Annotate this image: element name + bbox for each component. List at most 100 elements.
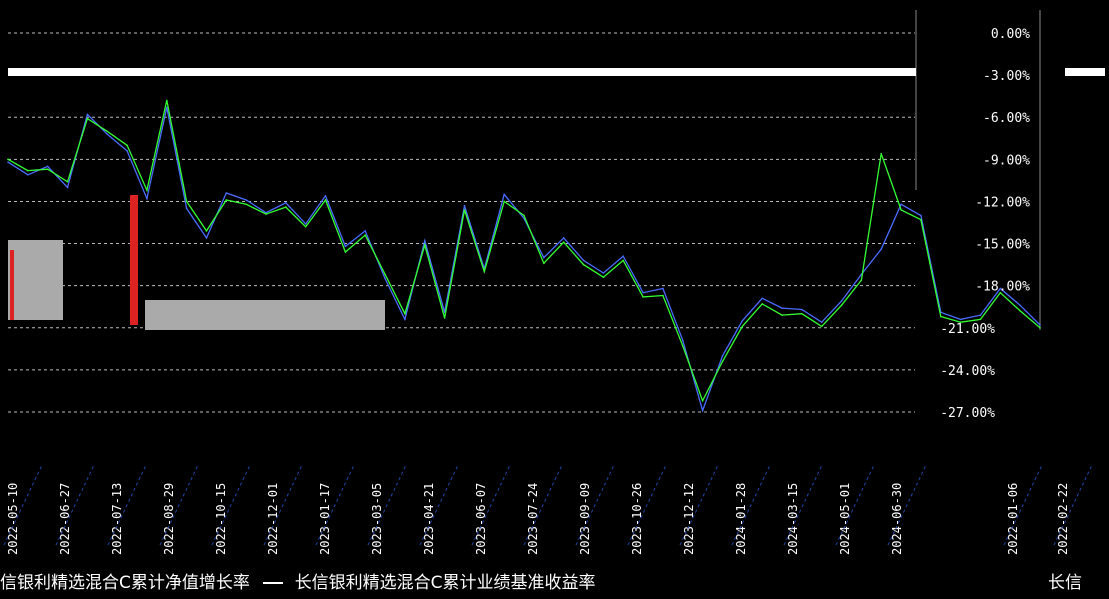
- x-tick-label: 2023-09-09: [578, 483, 592, 555]
- data-point: [443, 317, 446, 319]
- data-point: [503, 193, 505, 196]
- legend-series1-label: 信银利精选混合C累计净值增长率: [0, 573, 250, 593]
- data-point: [66, 180, 69, 183]
- legend-right-label: 长信: [1048, 573, 1082, 593]
- x-tick-label: 2022-06-27: [58, 483, 72, 555]
- x-tick-guide: [1003, 464, 1043, 546]
- data-point: [7, 158, 9, 161]
- data-point: [146, 197, 148, 200]
- legend-series2-swatch: [263, 582, 284, 584]
- data-point: [27, 169, 29, 172]
- data-point: [404, 318, 406, 321]
- x-axis-ticks: 2022-05-10 2022-06-27 2022-07-13 2022-08-29…: [3, 464, 1093, 555]
- data-point: [562, 237, 565, 239]
- x-tick-label: 2022-05-10: [6, 483, 20, 555]
- x-tick-guide: [1053, 464, 1093, 546]
- x-tick-label: 2022-08-29: [162, 483, 176, 555]
- y-tick-label: -15.00%: [975, 238, 1030, 253]
- data-point: [880, 152, 883, 155]
- data-point: [880, 248, 883, 250]
- x-tick-guide: [887, 464, 927, 546]
- data-point: [265, 211, 267, 214]
- data-point: [741, 325, 744, 328]
- data-point: [384, 277, 386, 280]
- red-band: [130, 195, 138, 325]
- data-point: [344, 251, 347, 253]
- data-point: [979, 314, 982, 316]
- x-tick-label: 2024-05-01: [838, 483, 852, 555]
- data-point: [463, 204, 466, 207]
- data-point: [781, 307, 783, 309]
- data-point: [959, 321, 962, 323]
- data-point: [820, 325, 823, 328]
- x-tick-label: 2024-01-28: [734, 483, 748, 555]
- data-point: [245, 199, 247, 201]
- data-point: [106, 133, 109, 135]
- data-point: [562, 241, 565, 243]
- x-tick-label: 2023-06-07: [474, 483, 488, 555]
- data-point: [1039, 326, 1041, 329]
- y-tick-label: -21.00%: [940, 322, 995, 337]
- data-point: [860, 279, 863, 281]
- data-point: [602, 272, 605, 274]
- data-point: [165, 106, 168, 109]
- x-tick-guide: [783, 464, 823, 546]
- x-tick-label: 2022-10-15: [214, 483, 228, 555]
- data-point: [66, 186, 69, 189]
- data-point: [701, 409, 704, 412]
- data-point: [999, 287, 1002, 290]
- x-tick-guide: [263, 464, 303, 546]
- data-point: [185, 200, 188, 203]
- y-tick-label: -12.00%: [975, 195, 1030, 210]
- y-tick-label: -3.00%: [983, 69, 1030, 84]
- x-tick-guide: [419, 464, 459, 546]
- x-tick-label: 2023-03-05: [370, 483, 384, 555]
- x-tick-guide: [367, 464, 407, 546]
- data-point: [205, 230, 208, 232]
- series-lines: [7, 99, 1041, 413]
- data-point: [304, 225, 307, 228]
- data-point: [622, 259, 625, 262]
- data-point: [265, 213, 267, 215]
- x-tick-label: 2023-04-21: [422, 483, 436, 555]
- x-tick-label: 2024-06-30: [890, 483, 904, 555]
- data-point: [721, 355, 724, 357]
- x-tick-label: 2022-01-06: [1006, 483, 1020, 555]
- data-point: [423, 244, 426, 246]
- legend-right: 长信: [1048, 568, 1082, 593]
- data-point: [205, 237, 208, 239]
- data-point: [622, 255, 625, 257]
- data-point: [86, 117, 89, 120]
- data-point: [543, 256, 545, 259]
- data-point: [920, 214, 922, 217]
- data-point: [225, 199, 228, 201]
- data-point: [642, 291, 644, 294]
- data-point: [761, 297, 763, 300]
- data-point: [900, 209, 902, 211]
- data-point: [523, 214, 525, 217]
- data-point: [1039, 324, 1041, 326]
- x-tick-guide: [523, 464, 563, 546]
- data-point: [642, 296, 644, 298]
- data-point: [721, 360, 724, 363]
- grey-band: [8, 240, 63, 320]
- data-point: [582, 263, 585, 266]
- data-point: [681, 339, 684, 342]
- data-point: [503, 200, 505, 203]
- data-point: [324, 195, 327, 197]
- y-tick-label: 0.00%: [991, 27, 1030, 42]
- data-point: [364, 234, 367, 236]
- x-tick-label: 2022-07-13: [110, 483, 124, 555]
- data-point: [324, 199, 327, 201]
- data-point: [761, 303, 763, 305]
- data-point: [1019, 304, 1021, 307]
- data-point: [979, 318, 982, 321]
- data-point: [741, 319, 744, 322]
- data-point: [781, 314, 783, 316]
- red-band: [10, 250, 14, 320]
- white-band: [1065, 68, 1105, 76]
- data-point: [820, 321, 823, 323]
- x-tick-guide: [159, 464, 199, 546]
